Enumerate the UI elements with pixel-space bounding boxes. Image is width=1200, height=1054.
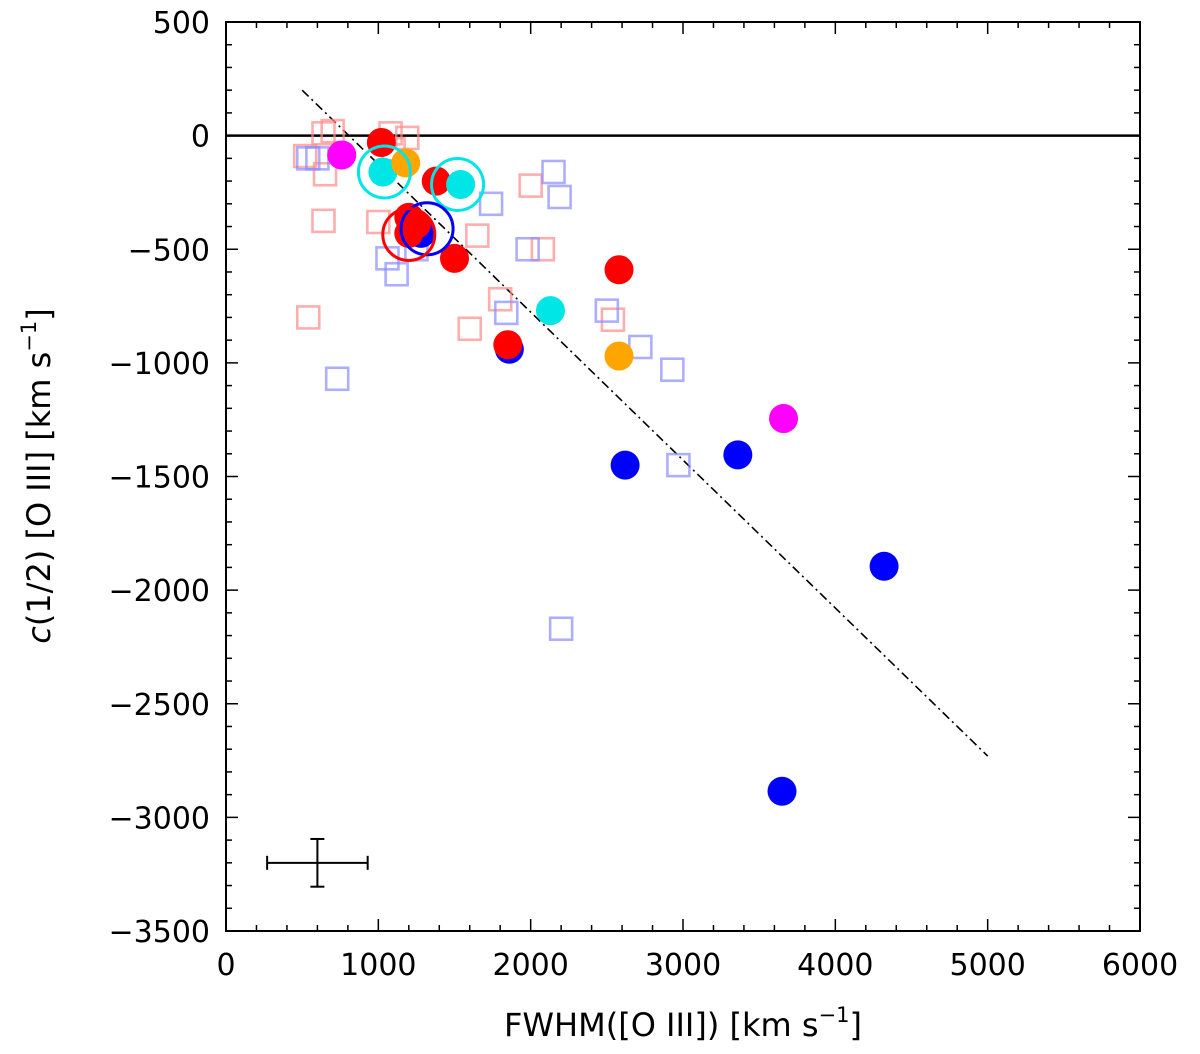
axis-tick-labels: 0 1000 2000 3000 4000 5000 60005000−500−1000−1… bbox=[109, 6, 1179, 983]
data-point-filled-circle bbox=[493, 330, 523, 360]
data-point-open-square bbox=[547, 184, 572, 210]
data-point-open-square bbox=[457, 316, 483, 342]
y-tick-label: 500 bbox=[153, 6, 210, 41]
series-2 bbox=[406, 218, 899, 806]
data-point-open-square bbox=[518, 173, 543, 198]
data-point-open-square bbox=[324, 366, 350, 392]
x-tick-label: 0 bbox=[216, 948, 235, 983]
x-tick-label: 2000 bbox=[492, 948, 568, 983]
data-point-filled-circle bbox=[767, 776, 797, 806]
data-point-open-circle bbox=[430, 156, 486, 212]
x-tick-label: 4000 bbox=[797, 948, 873, 983]
data-point-open-square bbox=[660, 357, 685, 382]
data-point-open-square bbox=[384, 261, 409, 287]
series-4 bbox=[368, 157, 565, 326]
series-5 bbox=[391, 148, 634, 371]
data-point-open-circle bbox=[356, 144, 412, 200]
data-point-open-circle bbox=[381, 206, 437, 262]
data-point-filled-circle bbox=[366, 127, 396, 157]
chart-marks bbox=[226, 89, 1140, 888]
data-point-open-square bbox=[594, 298, 620, 323]
data-point-open-square bbox=[515, 236, 540, 262]
data-point-filled-circle bbox=[440, 243, 469, 273]
series-7 bbox=[356, 144, 486, 212]
data-point-filled-circle bbox=[535, 296, 565, 326]
data-point-open-square bbox=[366, 209, 391, 235]
series-1 bbox=[295, 146, 691, 642]
x-tick-label: 1000 bbox=[340, 948, 416, 983]
data-point-open-square bbox=[312, 161, 338, 187]
data-point-filled-circle bbox=[327, 140, 357, 170]
data-point-filled-circle bbox=[610, 450, 640, 480]
x-tick-label: 5000 bbox=[949, 948, 1025, 983]
data-point-filled-circle bbox=[394, 218, 424, 248]
data-point-filled-circle bbox=[604, 255, 634, 285]
data-point-filled-circle bbox=[446, 169, 476, 199]
x-axis-label: FWHM([O III]) [km s−1] bbox=[504, 1003, 862, 1044]
data-point-filled-circle bbox=[604, 341, 634, 371]
y-tick-label: −1500 bbox=[109, 461, 210, 496]
data-point-open-square bbox=[465, 223, 490, 248]
data-point-open-square bbox=[600, 307, 626, 332]
data-point-filled-circle bbox=[391, 148, 421, 178]
error-bar bbox=[266, 837, 369, 888]
y-tick-label: −500 bbox=[128, 233, 210, 268]
axis-ticks bbox=[225, 21, 1141, 932]
data-point-open-square bbox=[311, 121, 336, 146]
data-point-open-square bbox=[320, 118, 345, 144]
y-tick-label: −3500 bbox=[109, 915, 210, 950]
fit-line bbox=[301, 89, 989, 757]
series-6 bbox=[327, 140, 799, 434]
data-point-open-square bbox=[493, 300, 519, 326]
series-9 bbox=[381, 206, 437, 262]
data-point-filled-circle bbox=[869, 551, 899, 581]
data-point-filled-circle bbox=[723, 440, 753, 470]
data-point-open-square bbox=[478, 191, 504, 217]
x-tick-label: 3000 bbox=[645, 948, 721, 983]
data-point-open-square bbox=[666, 452, 691, 478]
series-3 bbox=[366, 127, 634, 360]
data-point-open-square bbox=[295, 305, 321, 330]
data-point-open-square bbox=[311, 208, 336, 234]
y-tick-label: −3000 bbox=[109, 801, 210, 836]
x-tick-label: 6000 bbox=[1102, 948, 1178, 983]
y-tick-label: −2000 bbox=[109, 574, 210, 609]
y-tick-label: 0 bbox=[191, 120, 210, 155]
data-point-open-square bbox=[541, 159, 566, 185]
data-point-filled-circle bbox=[421, 166, 451, 196]
data-point-open-square bbox=[487, 286, 513, 312]
data-point-open-square bbox=[530, 236, 556, 262]
y-tick-label: −2500 bbox=[109, 688, 210, 723]
y-axis-label: c(1/2) [O III] [km s−1] bbox=[17, 308, 58, 644]
y-tick-label: −1000 bbox=[109, 347, 210, 382]
data-point-filled-circle bbox=[769, 404, 799, 434]
data-point-filled-circle bbox=[368, 157, 398, 187]
data-point-open-square bbox=[548, 616, 574, 642]
